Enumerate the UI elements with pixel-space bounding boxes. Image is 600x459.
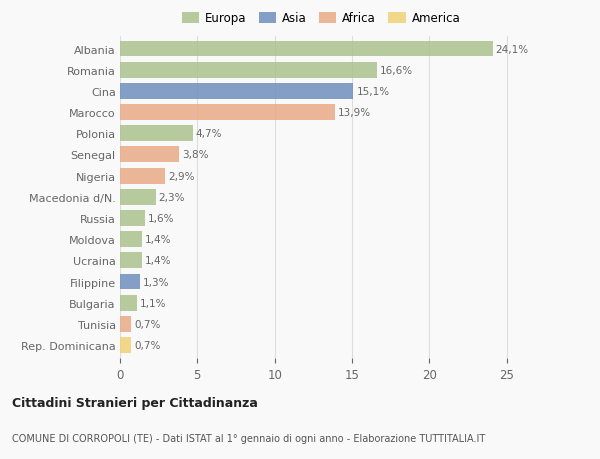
Bar — [120, 232, 142, 247]
Bar — [120, 147, 179, 163]
Text: 2,3%: 2,3% — [158, 192, 185, 202]
Text: 0,7%: 0,7% — [134, 340, 160, 350]
Text: COMUNE DI CORROPOLI (TE) - Dati ISTAT al 1° gennaio di ogni anno - Elaborazione : COMUNE DI CORROPOLI (TE) - Dati ISTAT al… — [12, 433, 485, 442]
Bar — [120, 211, 145, 226]
Bar — [120, 105, 335, 121]
Text: 0,7%: 0,7% — [134, 319, 160, 329]
Text: 4,7%: 4,7% — [196, 129, 222, 139]
Text: 24,1%: 24,1% — [496, 45, 529, 55]
Bar — [120, 41, 493, 57]
Bar — [120, 62, 377, 78]
Bar — [120, 168, 165, 184]
Text: 2,9%: 2,9% — [168, 171, 194, 181]
Bar — [120, 337, 131, 353]
Text: 3,8%: 3,8% — [182, 150, 208, 160]
Text: 16,6%: 16,6% — [380, 66, 413, 76]
Text: Cittadini Stranieri per Cittadinanza: Cittadini Stranieri per Cittadinanza — [12, 396, 258, 409]
Bar — [120, 190, 155, 205]
Text: 13,9%: 13,9% — [338, 108, 371, 118]
Text: 1,6%: 1,6% — [148, 213, 175, 224]
Legend: Europa, Asia, Africa, America: Europa, Asia, Africa, America — [179, 10, 463, 28]
Bar — [120, 295, 137, 311]
Text: 1,3%: 1,3% — [143, 277, 170, 287]
Text: 1,4%: 1,4% — [145, 256, 171, 266]
Bar — [120, 84, 353, 100]
Text: 1,4%: 1,4% — [145, 235, 171, 245]
Text: 15,1%: 15,1% — [356, 87, 389, 97]
Text: 1,1%: 1,1% — [140, 298, 167, 308]
Bar — [120, 126, 193, 142]
Bar — [120, 316, 131, 332]
Bar — [120, 253, 142, 269]
Bar — [120, 274, 140, 290]
